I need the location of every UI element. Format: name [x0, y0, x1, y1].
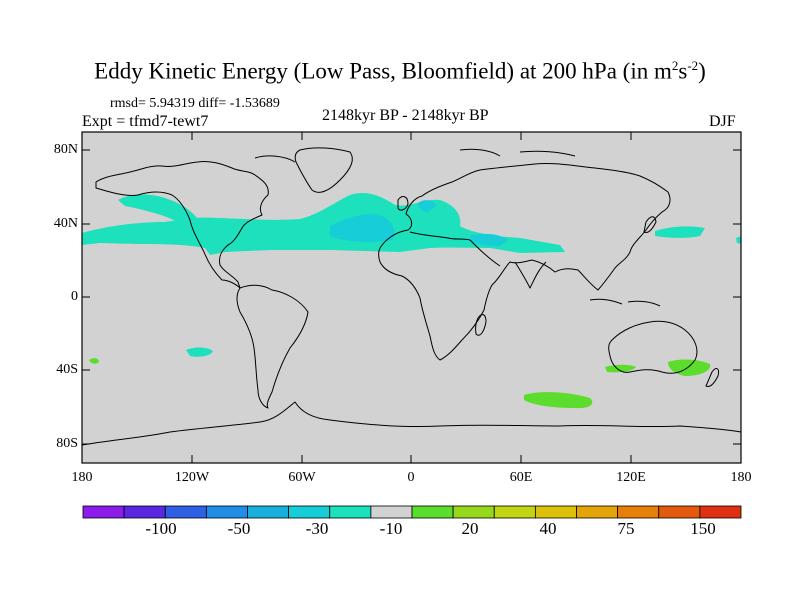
coast-eurasia-africa [378, 163, 671, 361]
coastline-layer [81, 147, 742, 446]
coast-north-america [95, 161, 269, 289]
lat-label-0: 0 [71, 289, 78, 304]
anomaly-core-asia [470, 233, 508, 247]
anomaly-layer [82, 193, 741, 409]
anomaly-np-east [655, 226, 705, 238]
colorbar-swatch [123, 505, 166, 519]
colorbar-swatch [411, 505, 454, 519]
lat-ticks [82, 149, 741, 445]
coast-india [514, 261, 547, 289]
coast-japan [643, 216, 657, 233]
colorbar-swatch [205, 505, 248, 519]
colorbar-label: 75 [617, 519, 635, 538]
coast-arabia [469, 239, 501, 267]
coast-new-zealand [705, 368, 719, 387]
coast-antarctica [81, 401, 742, 446]
coast-south-america [236, 284, 309, 409]
anomaly-sh-east-pacific [186, 347, 213, 357]
colorbar-swatch [658, 505, 701, 519]
anomaly-band-nh [82, 193, 565, 255]
lon-label-0: 0 [407, 470, 415, 485]
lat-label-40n: 40N [53, 216, 78, 231]
anomaly-south-indian [524, 392, 593, 409]
coast-uk [397, 196, 409, 211]
lon-label-60w: 60W [288, 470, 316, 485]
coast-madagascar [475, 314, 487, 336]
colorbar-swatch [329, 505, 372, 519]
lon-label-120w: 120W [174, 470, 210, 485]
anomaly-edge-right [736, 236, 741, 244]
stats-label: rmsd= 5.94319 diff= -1.53689 [110, 96, 280, 111]
colorbar-label: 150 [690, 519, 716, 538]
chart-title: Eddy Kinetic Energy (Low Pass, Bloomfiel… [94, 58, 706, 84]
season-label: DJF [709, 113, 736, 130]
map-background [82, 132, 741, 463]
lon-label-120e: 120E [616, 470, 646, 485]
anomaly-core-atlantic [330, 214, 395, 243]
period-label: 2148kyr BP - 2148kyr BP [322, 107, 489, 124]
colorbar-swatch [576, 505, 619, 519]
colorbar-swatch [164, 505, 207, 519]
lat-label-80n: 80N [53, 142, 78, 157]
colorbar-swatch [493, 505, 536, 519]
colorbar-label: -100 [145, 519, 177, 538]
colorbar-swatch [288, 505, 331, 519]
colorbar-swatch [617, 505, 660, 519]
anomaly-south-australia-a [605, 364, 636, 373]
colorbar-swatch [247, 505, 290, 519]
colorbar-swatch [370, 505, 413, 519]
coast-arctic-islands [254, 148, 576, 163]
coast-indonesia [589, 298, 661, 307]
colorbar-label: 20 [461, 519, 479, 538]
anomaly-nw-pacific [118, 194, 200, 223]
lat-label-40s: 40S [56, 362, 78, 377]
colorbar-label: -50 [227, 519, 251, 538]
colorbar-label: -30 [305, 519, 329, 538]
experiment-label: Expt = tfmd7-tewt7 [82, 113, 209, 130]
anomaly-core-europe [418, 200, 436, 212]
colorbar-swatch [699, 505, 742, 519]
anomaly-sh-small [89, 358, 99, 364]
colorbar-swatch [82, 505, 125, 519]
colorbar-swatch [452, 505, 495, 519]
lon-ticks [191, 132, 632, 463]
lon-label-180w: 180 [71, 470, 93, 485]
lat-label-80s: 80S [56, 436, 78, 451]
lon-label-60e: 60E [509, 470, 533, 485]
coast-greenland [294, 147, 353, 193]
lon-label-180e: 180 [730, 470, 752, 485]
colorbar [82, 505, 742, 519]
colorbar-swatch [534, 505, 577, 519]
colorbar-label: -10 [379, 519, 403, 538]
coast-mediterranean [409, 231, 471, 241]
coast-australia [608, 320, 698, 374]
colorbar-label: 40 [539, 519, 557, 538]
